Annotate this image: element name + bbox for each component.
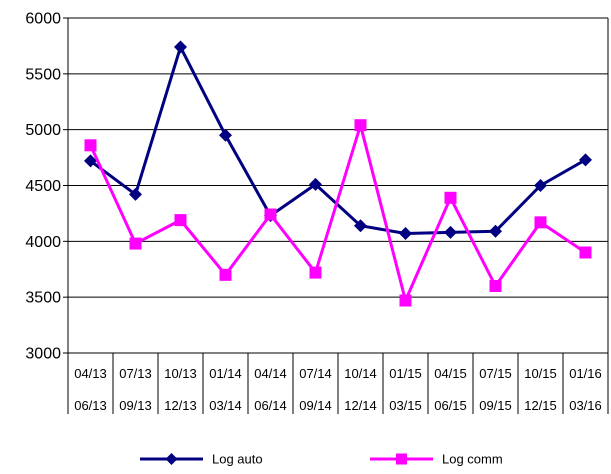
y-axis-tick-labels: 3000 3500 4000 4500 5000 5500 6000 xyxy=(25,11,61,363)
y-tick-label: 4000 xyxy=(25,234,61,251)
x-tick-label: 09/15 xyxy=(479,398,512,413)
x-tick-label: 06/14 xyxy=(254,398,287,413)
x-tick-label: 01/14 xyxy=(209,366,242,381)
x-tick-label: 09/14 xyxy=(299,398,332,413)
data-point-diamond xyxy=(174,40,187,54)
y-tick-label: 6000 xyxy=(25,11,61,28)
x-tick-label: 03/15 xyxy=(389,398,422,413)
y-tick-label: 3000 xyxy=(25,346,61,363)
legend-label: Log auto xyxy=(212,452,263,467)
data-point-square xyxy=(534,216,547,229)
x-tick-label: 03/14 xyxy=(209,398,242,413)
series-log-comm xyxy=(84,119,592,307)
y-tick-label: 5000 xyxy=(25,122,61,139)
data-point-square xyxy=(489,280,502,292)
x-tick-label: 04/13 xyxy=(74,366,107,381)
legend-item: Log auto xyxy=(140,452,263,467)
x-tick-label: 10/14 xyxy=(344,366,377,381)
series xyxy=(84,40,592,307)
series-line xyxy=(89,123,587,303)
data-point-diamond xyxy=(399,227,412,241)
data-point-square xyxy=(174,214,187,227)
legend: Log auto Log comm xyxy=(140,452,503,467)
data-point-square xyxy=(399,294,412,307)
data-point-square xyxy=(264,208,277,221)
data-point-diamond xyxy=(534,179,547,192)
data-point-square xyxy=(309,266,322,279)
data-point-square xyxy=(129,237,142,250)
x-tick-label: 06/15 xyxy=(434,398,467,413)
series-line xyxy=(89,45,587,236)
data-point-square xyxy=(219,268,232,281)
x-tick-label: 04/14 xyxy=(254,366,287,381)
data-point-square xyxy=(444,191,457,204)
x-tick-label: 06/13 xyxy=(74,398,107,413)
data-point-diamond xyxy=(354,219,367,233)
x-tick-label: 12/13 xyxy=(164,398,197,413)
data-point-diamond xyxy=(129,187,142,201)
legend-item: Log comm xyxy=(370,452,503,467)
data-point-diamond xyxy=(444,225,457,239)
x-tick-label: 01/15 xyxy=(389,366,422,381)
data-point-square xyxy=(579,246,592,259)
x-tick-label: 12/15 xyxy=(524,398,557,413)
data-point-square xyxy=(84,139,97,152)
gridlines xyxy=(68,17,608,298)
x-tick-label: 10/13 xyxy=(164,366,197,381)
data-point-diamond xyxy=(219,128,232,142)
series-log-auto xyxy=(84,40,592,241)
data-point-diamond xyxy=(579,153,592,167)
x-tick-label: 07/13 xyxy=(119,366,152,381)
x-tick-label: 04/15 xyxy=(434,366,467,381)
legend-marker-diamond xyxy=(165,453,178,465)
x-axis-tick-labels: 04/13 06/13 07/13 09/13 10/13 12/13 01/14 03/14… xyxy=(74,366,602,413)
data-point-diamond xyxy=(84,154,97,168)
x-tick-label: 09/13 xyxy=(119,398,152,413)
data-point-diamond xyxy=(489,224,502,238)
legend-label: Log comm xyxy=(442,452,503,467)
legend-marker-square xyxy=(396,453,407,465)
x-tick-label: 07/14 xyxy=(299,366,332,381)
x-tick-label: 10/15 xyxy=(524,366,557,381)
y-tick-label: 4500 xyxy=(25,178,61,195)
data-point-square xyxy=(354,119,367,132)
x-tick-label: 03/16 xyxy=(569,398,602,413)
x-tick-label: 07/15 xyxy=(479,366,512,381)
x-tick-label: 12/14 xyxy=(344,398,377,413)
y-tick-label: 3500 xyxy=(25,290,61,307)
axes xyxy=(63,17,609,414)
data-point-diamond xyxy=(309,177,322,191)
x-tick-label: 01/16 xyxy=(569,366,602,381)
y-tick-label: 5500 xyxy=(25,66,61,83)
